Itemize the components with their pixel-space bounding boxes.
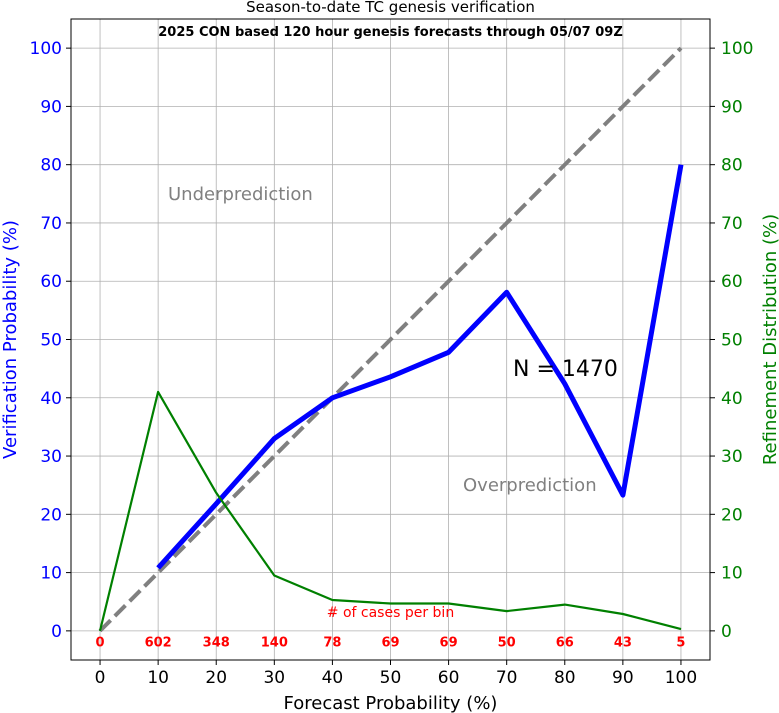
bin-counts: 0 602 348 140 78 69 69 50 66 43 5 [96,636,686,651]
bin-count-label: 5 [676,636,685,651]
y-left-tick-label: 40 [40,389,62,409]
y-left-tick-label: 10 [40,564,62,584]
annotations: Underprediction Overprediction N = 1470 … [168,184,618,621]
underprediction-label: Underprediction [168,184,313,205]
y-right-tick-label: 0 [721,622,732,642]
y-right-tick-label: 90 [721,97,743,117]
bin-count-label: 78 [323,636,341,651]
y-right-tick-label: 50 [721,331,743,351]
y-right-tick-label: 60 [721,272,743,292]
y-left-tick-label: 60 [40,272,62,292]
x-tick-label: 20 [205,668,227,688]
chart-title: Season-to-date TC genesis verification [246,0,535,16]
y-left-tick-label: 30 [40,447,62,467]
x-axis-label: Forecast Probability (%) [284,693,498,713]
x-tick-label: 50 [380,668,402,688]
y-right-tick-label: 100 [721,39,753,59]
y-right-tick-label: 70 [721,214,743,234]
y-right-tick-label: 10 [721,564,743,584]
cases-per-bin-label: # of cases per bin [327,605,454,621]
grid [71,19,710,660]
x-tick-label: 40 [322,668,344,688]
bin-count-label: 69 [381,636,399,651]
x-tick-label: 100 [665,668,697,688]
x-tick-label: 60 [438,668,460,688]
x-tick-label: 80 [554,668,576,688]
y-left-tick-label: 90 [40,97,62,117]
y-right-tick-label: 80 [721,156,743,176]
x-tick-label: 30 [263,668,285,688]
bin-count-label: 66 [556,636,574,651]
perfect-reliability-line [98,46,683,633]
bin-count-label: 69 [440,636,458,651]
bin-count-label: 140 [261,636,288,651]
y-left-tick-label: 20 [40,505,62,525]
overprediction-label: Overprediction [463,475,597,496]
bin-count-label: 602 [145,636,172,651]
bin-count-label: 43 [614,636,632,651]
verification-line [156,164,684,570]
bin-count-label: 0 [96,636,105,651]
series-group [98,46,684,633]
y-left-tick-label: 70 [40,214,62,234]
y-left-tick-label: 100 [30,39,62,59]
y-right-tick-label: 20 [721,505,743,525]
y-left-tick-label: 80 [40,156,62,176]
bin-count-label: 348 [203,636,230,651]
y-right-tick-label: 40 [721,389,743,409]
x-tick-label: 0 [95,668,106,688]
y-left-tick-label: 0 [51,622,62,642]
x-tick-label: 70 [496,668,518,688]
bin-count-label: 50 [498,636,516,651]
x-tick-label: 10 [147,668,169,688]
y-left-tick-label: 50 [40,331,62,351]
chart-subtitle: 2025 CON based 120 hour genesis forecast… [158,25,623,40]
x-tick-label: 90 [612,668,634,688]
y-axis-label-right: Refinement Distribution (%) [760,214,779,465]
y-axis-label-left: Verification Probability (%) [0,220,21,459]
n-count-label: N = 1470 [513,357,618,382]
y-right-tick-label: 30 [721,447,743,467]
